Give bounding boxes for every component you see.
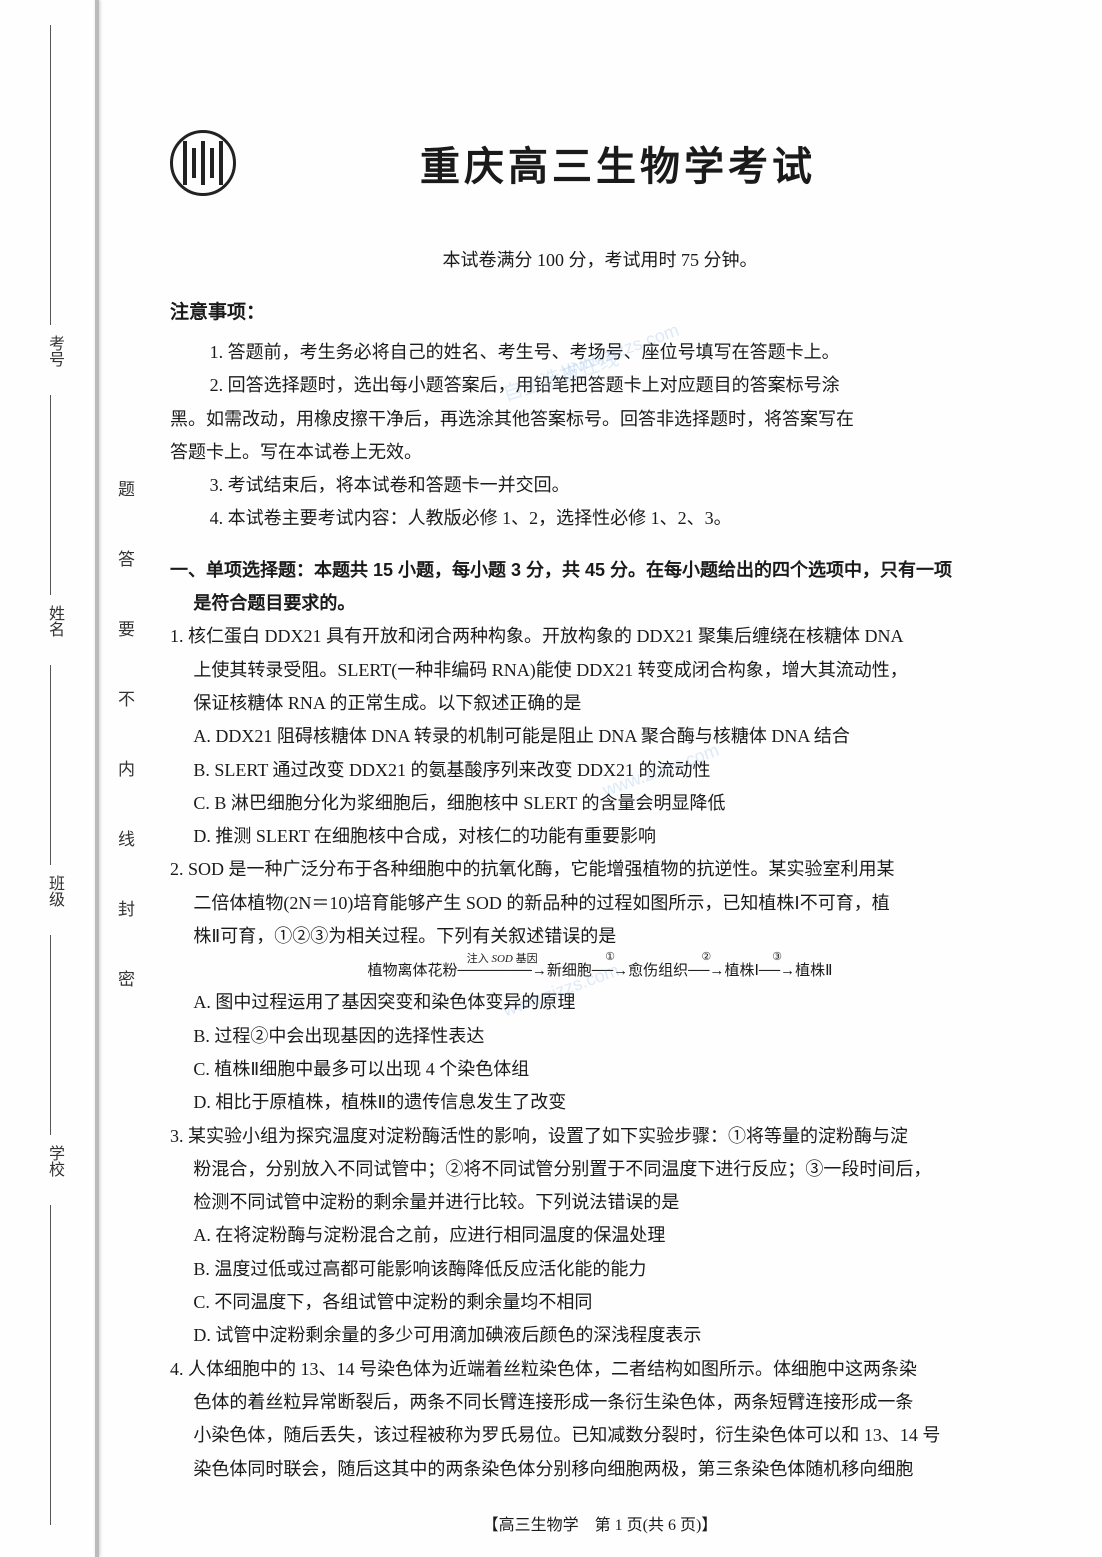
- left-margin-column: 考号 姓名 班级 学校: [0, 0, 95, 1557]
- q3-stem-l1: 3. 某实验小组为探究温度对淀粉酶活性的影响，设置了如下实验步骤：①将等量的淀粉…: [170, 1120, 1030, 1153]
- q4-stem-l2: 色体的着丝粒异常断裂后，两条不同长臂连接形成一条衍生染色体，两条短臂连接形成一条: [170, 1386, 1030, 1419]
- seal-char: 要: [118, 615, 135, 640]
- q2-stem-l3: 株Ⅱ可育，①②③为相关过程。下列有关叙述错误的是: [170, 920, 1030, 953]
- notice-1: 1. 答题前，考生务必将自己的姓名、考生号、考场号、座位号填写在答题卡上。: [170, 336, 1030, 369]
- margin-label-class: 班级: [42, 875, 66, 907]
- content-area: 重庆高三生物学考试 本试卷满分 100 分，考试用时 75 分钟。 注意事项： …: [170, 100, 1030, 1535]
- q3-option-b: B. 温度过低或过高都可能影响该酶降低反应活化能的能力: [170, 1253, 1030, 1286]
- notice-3: 3. 考试结束后，将本试卷和答题卡一并交回。: [170, 469, 1030, 502]
- seal-char: 内: [118, 755, 135, 780]
- margin-label-examno: 考号: [42, 335, 66, 367]
- q2-stem-l1: 2. SOD 是一种广泛分布于各种细胞中的抗氧化酶，它能增强植物的抗逆性。某实验…: [170, 853, 1030, 886]
- exam-page: 考号 姓名 班级 学校 题 答 要 不 内 线 封 密 重庆高三生物学考试 本试…: [0, 0, 1102, 1557]
- q2-option-d: D. 相比于原植株，植株Ⅱ的遗传信息发生了改变: [170, 1086, 1030, 1119]
- seal-char: 封: [118, 895, 135, 920]
- notice-2-line1: 2. 回答选择题时，选出每小题答案后，用铅笔把答题卡上对应题目的答案标号涂: [170, 369, 1030, 402]
- notice-4: 4. 本试卷主要考试内容：人教版必修 1、2，选择性必修 1、2、3。: [170, 502, 1030, 535]
- seal-char: 密: [118, 965, 135, 990]
- margin-label-name: 姓名: [42, 605, 66, 637]
- q1-stem-l1: 1. 核仁蛋白 DDX21 具有开放和闭合两种构象。开放构象的 DDX21 聚集…: [170, 620, 1030, 653]
- q3-option-d: D. 试管中淀粉剩余量的多少可用滴加碘液后颜色的深浅程度表示: [170, 1319, 1030, 1352]
- q1-option-d: D. 推测 SLERT 在细胞核中合成，对核仁的功能有重要影响: [170, 820, 1030, 853]
- margin-line-seg: [50, 665, 51, 865]
- section-1-header-l2: 是符合题目要求的。: [170, 587, 1030, 620]
- binding-edge: [95, 0, 99, 1557]
- exam-title: 重庆高三生物学考试: [266, 134, 970, 192]
- exam-subtitle: 本试卷满分 100 分，考试用时 75 分钟。: [170, 246, 1030, 272]
- margin-line-seg: [50, 25, 51, 325]
- seal-char: 不: [118, 685, 135, 710]
- q3-option-c: C. 不同温度下，各组试管中淀粉的剩余量均不相同: [170, 1286, 1030, 1319]
- margin-line-seg: [50, 1205, 51, 1525]
- seal-char: 线: [118, 825, 135, 850]
- q2-option-c: C. 植株Ⅱ细胞中最多可以出现 4 个染色体组: [170, 1053, 1030, 1086]
- header-row: 重庆高三生物学考试: [170, 130, 1030, 196]
- margin-line-seg: [50, 395, 51, 595]
- seal-char: 题: [118, 475, 135, 500]
- seal-char: 答: [118, 545, 135, 570]
- q4-stem-l4: 染色体同时联会，随后这其中的两条染色体分别移向细胞两极，第三条染色体随机移向细胞: [170, 1453, 1030, 1486]
- q2-option-a: A. 图中过程运用了基因突变和染色体变异的原理: [170, 986, 1030, 1019]
- notice-2-line3: 答题卡上。写在本试卷上无效。: [170, 436, 1030, 469]
- q1-stem-l3: 保证核糖体 RNA 的正常生成。以下叙述正确的是: [170, 687, 1030, 720]
- q1-option-a: A. DDX21 阻碍核糖体 DNA 转录的机制可能是阻止 DNA 聚合酶与核糖…: [170, 720, 1030, 753]
- q2-stem-l2: 二倍体植物(2N＝10)培育能够产生 SOD 的新品种的过程如图所示，已知植株Ⅰ…: [170, 887, 1030, 920]
- margin-line-seg: [50, 935, 51, 1135]
- q1-option-c: C. B 淋巴细胞分化为浆细胞后，细胞核中 SLERT 的含量会明显降低: [170, 787, 1030, 820]
- q3-stem-l3: 检测不同试管中淀粉的剩余量并进行比较。下列说法错误的是: [170, 1186, 1030, 1219]
- q1-stem-l2: 上使其转录受阻。SLERT(一种非编码 RNA)能使 DDX21 转变成闭合构象…: [170, 654, 1030, 687]
- notice-2-line2: 黑。如需改动，用橡皮擦干净后，再选涂其他答案标号。回答非选择题时，将答案写在: [170, 403, 1030, 436]
- seal-line-labels: 题 答 要 不 内 线 封 密: [110, 0, 140, 1557]
- section-1-header-l1: 一、单项选择题：本题共 15 小题，每小题 3 分，共 45 分。在每小题给出的…: [170, 554, 1030, 587]
- q4-stem-l3: 小染色体，随后丢失，该过程被称为罗氏易位。已知减数分裂时，衍生染色体可以和 13…: [170, 1419, 1030, 1452]
- page-footer: 【高三生物学 第 1 页(共 6 页)】: [170, 1511, 1030, 1535]
- q3-option-a: A. 在将淀粉酶与淀粉混合之前，应进行相同温度的保温处理: [170, 1219, 1030, 1252]
- q3-stem-l2: 粉混合，分别放入不同试管中；②将不同试管分别置于不同温度下进行反应；③一段时间后…: [170, 1153, 1030, 1186]
- q4-stem-l1: 4. 人体细胞中的 13、14 号染色体为近端着丝粒染色体，二者结构如图所示。体…: [170, 1353, 1030, 1386]
- q2-diagram: 植物离体花粉注入 SOD 基因───────→新细胞①──→愈伤组织②──→植株…: [170, 959, 1030, 980]
- margin-label-school: 学校: [42, 1145, 66, 1177]
- exam-logo: [170, 130, 236, 196]
- q2-option-b: B. 过程②中会出现基因的选择性表达: [170, 1020, 1030, 1053]
- notice-header: 注意事项：: [170, 297, 1030, 324]
- q1-option-b: B. SLERT 通过改变 DDX21 的氨基酸序列来改变 DDX21 的流动性: [170, 754, 1030, 787]
